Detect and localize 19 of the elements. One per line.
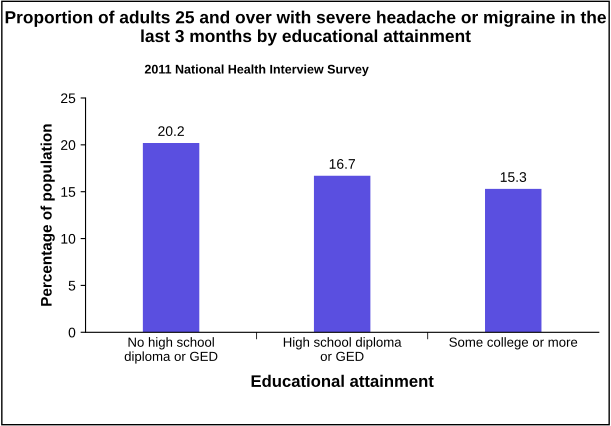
x-tick-label: Some college or more (449, 337, 578, 350)
y-tick-label: 5 (68, 280, 76, 291)
y-tick-label: 25 (61, 93, 76, 104)
x-tick-label: High school diploma or GED (284, 337, 402, 362)
y-tick-label: 10 (61, 234, 76, 244)
x-tick-label: No high school diploma or GED (124, 337, 218, 364)
chart-subtitle: 2011 National Health Interview Survey (144, 64, 369, 76)
data-label: 20.2 (158, 126, 184, 136)
data-label: 16.7 (330, 159, 355, 169)
y-axis-title: Percentage of population (40, 124, 55, 306)
bar (485, 188, 542, 332)
bar (314, 176, 370, 332)
y-tick-label: 20 (61, 140, 76, 150)
x-axis-title: Educational attainment (252, 374, 434, 388)
y-tick-label: 0 (68, 328, 76, 338)
y-tick-label: 15 (61, 187, 76, 197)
chart-title: Proportion of adults 25 and over with severe headache or migraine in the last 3 months by educational attainment (6, 10, 606, 46)
data-label: 15.3 (500, 172, 526, 182)
bar (142, 142, 200, 332)
